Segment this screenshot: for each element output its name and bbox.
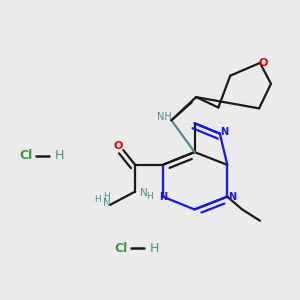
Text: N: N xyxy=(220,127,228,137)
Text: H: H xyxy=(103,192,110,201)
Text: H: H xyxy=(150,242,159,255)
Text: N: N xyxy=(140,188,147,198)
Text: N: N xyxy=(103,199,111,208)
Text: NH: NH xyxy=(157,112,171,122)
Text: H: H xyxy=(55,149,64,162)
Text: N: N xyxy=(228,192,236,202)
Text: O: O xyxy=(259,58,268,68)
Text: Cl: Cl xyxy=(19,149,32,162)
Text: N: N xyxy=(159,192,167,202)
Text: Cl: Cl xyxy=(114,242,128,255)
Text: H: H xyxy=(146,193,153,202)
Text: O: O xyxy=(113,141,123,152)
Text: H: H xyxy=(94,194,101,203)
